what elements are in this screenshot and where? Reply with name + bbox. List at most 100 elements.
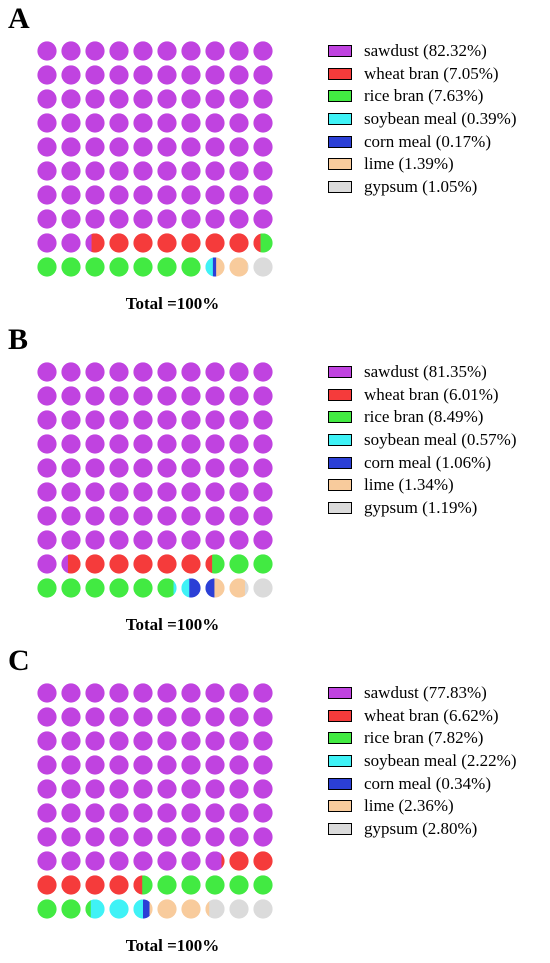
- waffle-cell: [157, 731, 177, 751]
- legend-item-corn-meal: corn meal (0.17%): [328, 130, 516, 153]
- waffle-cell: [181, 386, 201, 406]
- waffle-dot-sawdust: [229, 89, 249, 109]
- waffle-cell: [181, 458, 201, 478]
- waffle-cell: [61, 875, 81, 895]
- waffle-cell: [157, 755, 177, 775]
- waffle-cell: [109, 851, 129, 871]
- legend-item-gypsum: gypsum (1.05%): [328, 176, 516, 199]
- waffle-dot-sawdust: [205, 482, 225, 502]
- waffle-dot-sawdust: [157, 386, 177, 406]
- waffle-cell: [61, 89, 81, 109]
- waffle-cell: [181, 554, 201, 574]
- waffle-dot-sawdust: [253, 731, 273, 751]
- legend-swatch: [328, 709, 352, 722]
- total-label: Total =100%: [125, 615, 220, 634]
- waffle-cell: [181, 731, 201, 751]
- waffle-grid: [37, 683, 273, 919]
- waffle-dot-sawdust: [253, 755, 273, 775]
- legend-swatch: [328, 366, 352, 379]
- waffle-dot-sawdust: [133, 89, 153, 109]
- legend-swatch: [328, 135, 352, 148]
- waffle-dot-sawdust: [61, 362, 81, 382]
- waffle-cell: [205, 482, 225, 502]
- waffle-dot-sawdust: [61, 161, 81, 181]
- waffle-cell: [109, 779, 129, 799]
- waffle-dot-sawdust: [253, 803, 273, 823]
- waffle-cell: [253, 779, 273, 799]
- waffle-dot-sawdust: [109, 410, 129, 430]
- waffle-cell: [205, 161, 225, 181]
- waffle-dot-sawdust: [229, 458, 249, 478]
- waffle-dot-sawdust: [85, 362, 105, 382]
- waffle-cell: [229, 137, 249, 157]
- waffle-dot-wheat-bran: [109, 554, 129, 574]
- waffle-cell: [109, 89, 129, 109]
- waffle-dot-sawdust: [133, 65, 153, 85]
- legend-swatch: [328, 388, 352, 401]
- waffle-dot-part-corn-meal: [142, 899, 150, 919]
- waffle-dot-part-wheat-bran: [91, 233, 105, 253]
- waffle-dot-sawdust: [61, 233, 81, 253]
- waffle-cell: [157, 530, 177, 550]
- total-label: Total =100%: [125, 936, 220, 955]
- waffle-dot-sawdust: [37, 506, 57, 526]
- legend-label: lime (1.39%): [364, 154, 454, 174]
- waffle-dot-sawdust: [229, 731, 249, 751]
- waffle-dot-wheat-bran: [205, 233, 225, 253]
- waffle-cell: [229, 554, 249, 574]
- waffle-dot-rice-bran: [109, 578, 129, 598]
- waffle-dot-sawdust: [37, 458, 57, 478]
- waffle-cell: [205, 851, 225, 871]
- waffle-grid: [37, 362, 273, 598]
- legend-swatch: [328, 732, 352, 745]
- waffle-dot-sawdust: [85, 113, 105, 133]
- waffle-cell: [109, 113, 129, 133]
- waffle-dot-sawdust: [85, 707, 105, 727]
- waffle-cell: [133, 827, 153, 847]
- waffle-cell: [61, 803, 81, 823]
- waffle-dot-sawdust: [181, 410, 201, 430]
- waffle-cell: [181, 410, 201, 430]
- waffle-cell: [109, 410, 129, 430]
- waffle-cell: [229, 185, 249, 205]
- waffle-dot-sawdust: [157, 458, 177, 478]
- waffle-dot-part-lime: [229, 257, 248, 277]
- waffle-cell: [205, 185, 225, 205]
- waffle-cell: [181, 875, 201, 895]
- waffle-cell: [205, 755, 225, 775]
- waffle-dot-sawdust: [253, 209, 273, 229]
- waffle-cell: [253, 209, 273, 229]
- waffle-cell: [229, 851, 249, 871]
- waffle-dot-sawdust: [109, 779, 129, 799]
- waffle-dot-sawdust: [133, 410, 153, 430]
- waffle-cell: [157, 89, 177, 109]
- waffle-cell: [85, 209, 105, 229]
- waffle-dot-sawdust: [37, 554, 57, 574]
- waffle-dot-sawdust: [133, 851, 153, 871]
- legend-label: corn meal (1.06%): [364, 452, 491, 472]
- waffle-dot-sawdust: [133, 683, 153, 703]
- waffle-cell: [85, 185, 105, 205]
- waffle-cell: [181, 113, 201, 133]
- waffle-cell: [61, 482, 81, 502]
- waffle-dot-rice-bran: [205, 875, 225, 895]
- waffle-dot-sawdust: [61, 434, 81, 454]
- waffle-dot-sawdust: [133, 755, 153, 775]
- waffle-dot-sawdust: [205, 707, 225, 727]
- waffle-dot-sawdust: [109, 458, 129, 478]
- waffle-cell: [157, 137, 177, 157]
- waffle-cell: [133, 779, 153, 799]
- waffle-dot-sawdust: [37, 113, 57, 133]
- waffle-dot-part-lime: [214, 578, 225, 598]
- waffle-cell: [61, 707, 81, 727]
- waffle-dot-sawdust: [253, 113, 273, 133]
- waffle-dot-sawdust: [133, 530, 153, 550]
- waffle-cell: [229, 89, 249, 109]
- waffle-cell: [61, 506, 81, 526]
- waffle-dot-sawdust: [157, 803, 177, 823]
- waffle-dot-sawdust: [253, 410, 273, 430]
- waffle-dot-sawdust: [181, 185, 201, 205]
- waffle-cell: [253, 434, 273, 454]
- waffle-cell: [157, 161, 177, 181]
- waffle-dot-rice-bran: [37, 899, 57, 919]
